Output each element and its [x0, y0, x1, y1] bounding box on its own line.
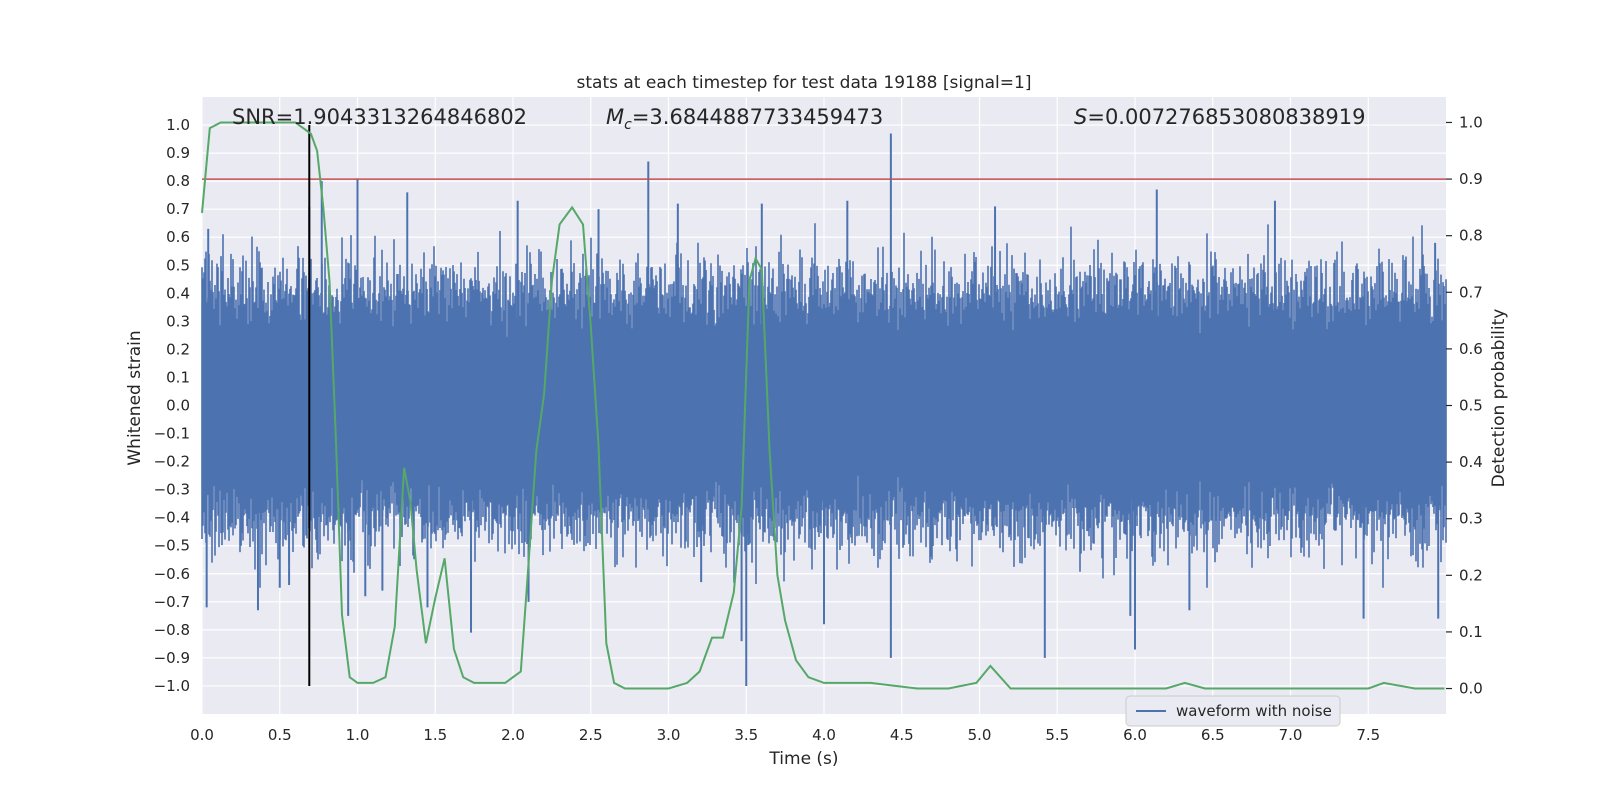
x-tick-label: 3.0	[657, 726, 681, 744]
y-tick-label: 0.8	[166, 172, 190, 190]
y-tick-label: −0.2	[154, 453, 190, 471]
y-right-tick-label: 0.8	[1459, 227, 1483, 245]
chirp-mass-subscript: c	[624, 117, 632, 133]
y-right-tick-label: 0.7	[1459, 283, 1483, 301]
y-right-tick-label: 0.0	[1459, 680, 1483, 698]
legend-label: waveform with noise	[1176, 702, 1332, 720]
y-tick-label: 0.7	[166, 200, 190, 218]
snr-annotation: SNR=1.9043313264846802	[232, 105, 527, 129]
s-symbol: S	[1074, 105, 1087, 129]
y-tick-label: −0.3	[154, 481, 190, 499]
y-right-tick-label: 0.2	[1459, 566, 1483, 584]
waveform-body	[201, 223, 1447, 588]
y-tick-label: −0.4	[154, 509, 190, 527]
x-tick-label: 0.5	[268, 726, 292, 744]
x-tick-label: 7.0	[1279, 726, 1303, 744]
y-right-tick-label: 0.3	[1459, 510, 1483, 528]
y-tick-label: 0.6	[166, 228, 190, 246]
waveform-series	[201, 133, 1447, 686]
y-tick-label: 0.2	[166, 340, 190, 358]
x-tick-label: 5.5	[1045, 726, 1069, 744]
y-tick-label: 1.0	[166, 116, 190, 134]
axis-ticks: 0.0 0.5 1.0 1.5 2.0 2.5 3.0 3.5 4.0 4.5 5.0 5.5 6.0 6…	[154, 113, 1483, 744]
y-tick-label: −0.8	[154, 621, 190, 639]
x-tick-label: 5.0	[968, 726, 992, 744]
x-tick-label: 0.0	[190, 726, 214, 744]
y-right-tick-label: 0.6	[1459, 340, 1483, 358]
y-tick-label: −1.0	[154, 677, 190, 695]
chart-title: stats at each timestep for test data 191…	[577, 73, 1032, 93]
x-tick-label: 1.0	[346, 726, 370, 744]
y-right-axis-label: Detection probability	[1489, 309, 1509, 488]
legend-box	[1125, 695, 1341, 727]
x-tick-label: 6.5	[1201, 726, 1225, 744]
y-tick-label: 0.9	[166, 144, 190, 162]
y-tick-label: 0.5	[166, 256, 190, 274]
x-tick-label: 6.0	[1123, 726, 1147, 744]
s-annotation: S=0.007276853080838919	[1074, 105, 1365, 129]
y-right-tick-label: 0.9	[1459, 170, 1483, 188]
x-tick-label: 2.5	[579, 726, 603, 744]
y-tick-label: −0.9	[154, 649, 190, 667]
y-tick-label: 0.3	[166, 312, 190, 330]
y-tick-label: 0.1	[166, 368, 190, 386]
legend: waveform with noise	[1125, 695, 1341, 727]
x-tick-label: 3.5	[734, 726, 758, 744]
detection-probability-line	[201, 121, 1445, 690]
s-value: =0.007276853080838919	[1087, 105, 1365, 129]
x-tick-label: 4.5	[890, 726, 914, 744]
y-right-tick-label: 0.4	[1459, 453, 1483, 471]
chirp-mass-annotation: Mc=3.6844887733459473	[606, 105, 883, 133]
x-axis-label: Time (s)	[768, 749, 838, 769]
y-tick-label: 0.0	[166, 397, 190, 415]
y-right-tick-label: 1.0	[1459, 113, 1483, 131]
y-tick-label: −0.5	[154, 537, 190, 555]
y-right-tick-label: 0.5	[1459, 397, 1483, 415]
y-tick-label: −0.6	[154, 565, 190, 583]
x-tick-label: 1.5	[423, 726, 447, 744]
x-tick-label: 4.0	[812, 726, 836, 744]
y-right-tick-label: 0.1	[1459, 623, 1483, 641]
x-tick-label: 2.0	[501, 726, 525, 744]
chirp-mass-value: =3.6844887733459473	[632, 105, 883, 129]
chirp-mass-symbol: M	[606, 105, 624, 129]
y-tick-label: −0.7	[154, 593, 190, 611]
y-tick-label: 0.4	[166, 284, 190, 302]
y-tick-label: −0.1	[154, 425, 190, 443]
y-axis-label: Whitened strain	[125, 330, 145, 465]
x-tick-label: 7.5	[1356, 726, 1380, 744]
